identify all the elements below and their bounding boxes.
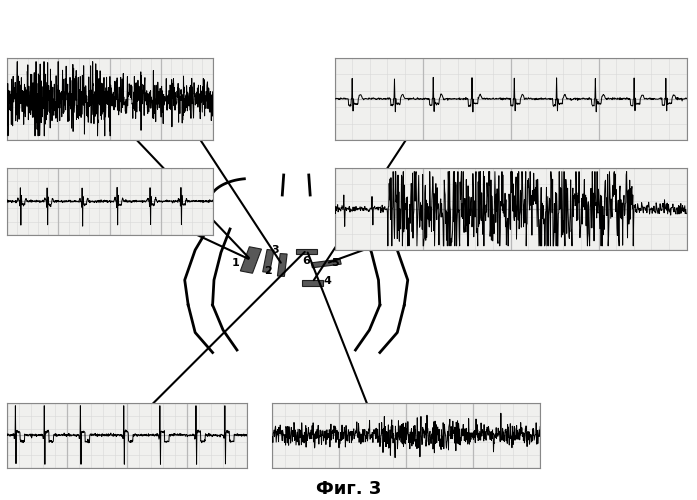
Text: 3: 3: [272, 245, 279, 255]
Text: 4: 4: [323, 276, 332, 286]
Bar: [311, 259, 342, 268]
Bar: [240, 247, 261, 273]
Bar: [302, 280, 323, 285]
Text: 1: 1: [231, 258, 240, 268]
Text: 2: 2: [264, 266, 273, 276]
Text: 6: 6: [302, 256, 311, 266]
Bar: [263, 250, 274, 272]
Bar: [277, 254, 287, 276]
Bar: [296, 249, 317, 254]
Text: Фиг. 3: Фиг. 3: [316, 480, 381, 498]
Text: 5: 5: [331, 258, 338, 268]
